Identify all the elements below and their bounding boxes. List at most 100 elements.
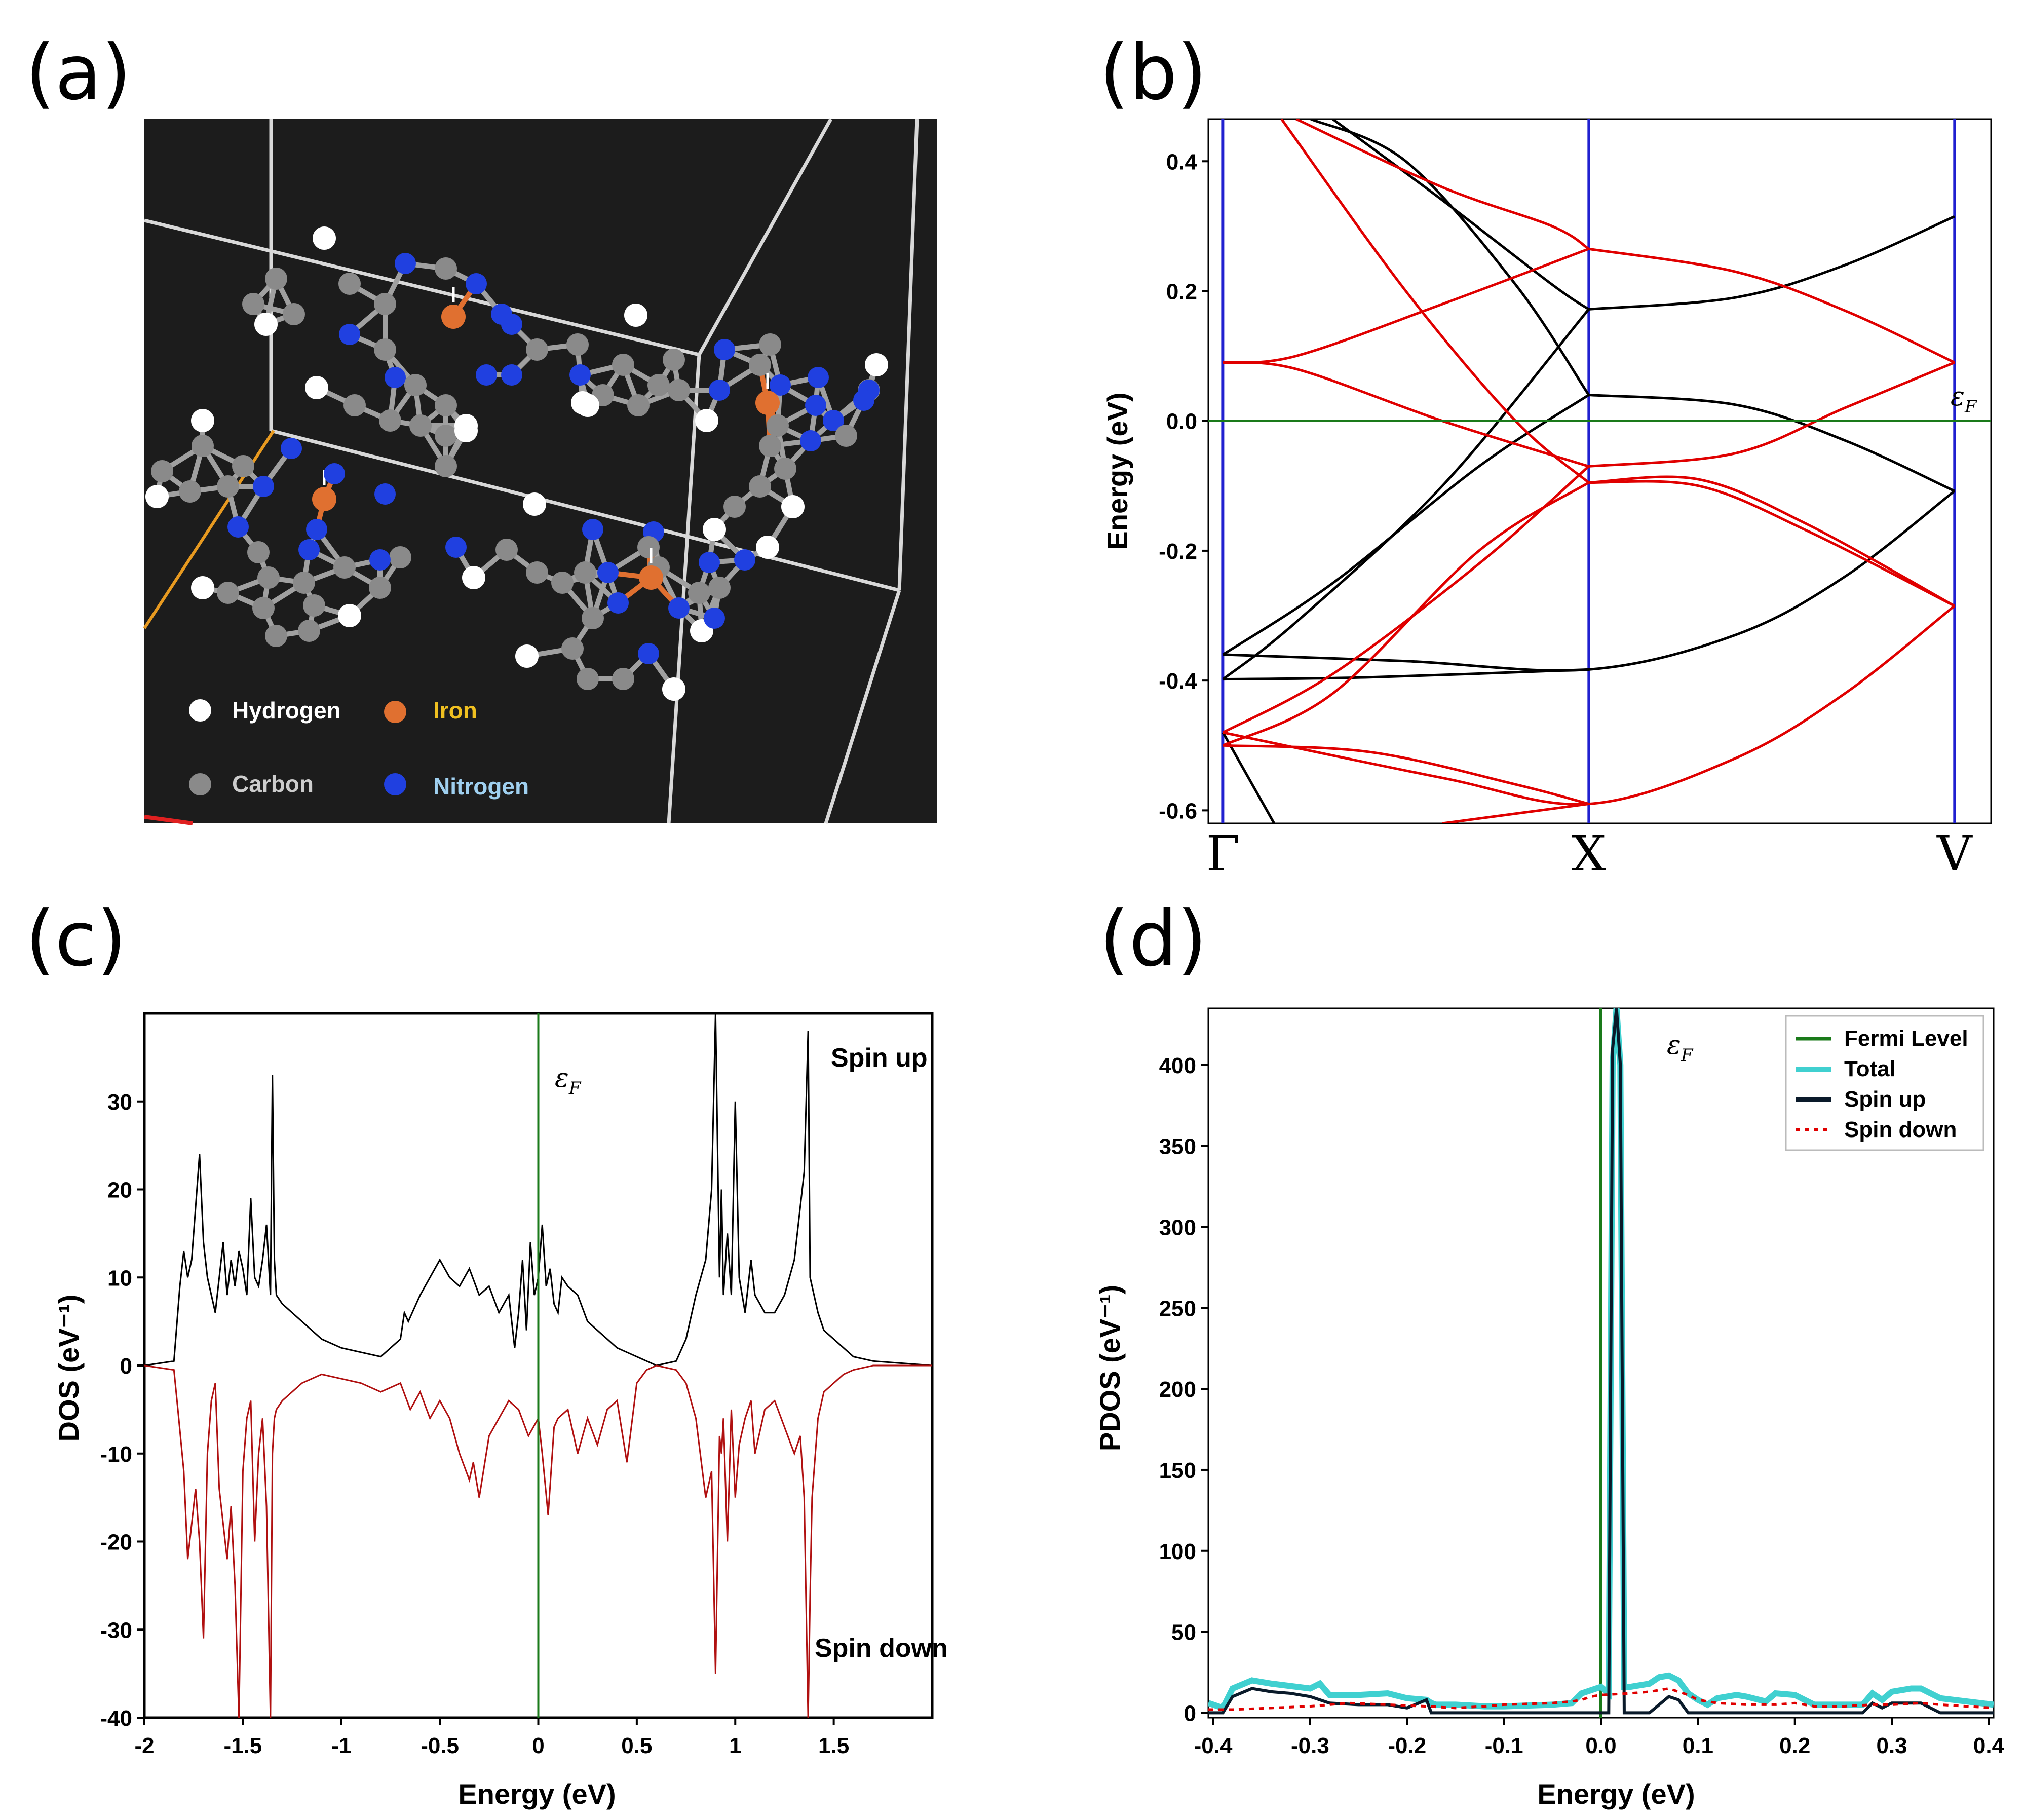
carbon-atom [409, 414, 432, 437]
nitrogen-atom [395, 253, 416, 274]
carbon-atom [338, 273, 361, 295]
band-spin-down [1588, 361, 1955, 468]
carbon-atom [252, 597, 275, 619]
nitrogen-legend-label: Nitrogen [433, 773, 529, 800]
pdos-chart: -0.4 -0.3 -0.2 -0.1 0.0 0.1 0.2 0.3 0.4 0 50 100 150… [1094, 1007, 2005, 1810]
panel-label-c: (c) [25, 895, 127, 983]
carbon-atom [247, 541, 270, 563]
hydrogen-atom [624, 304, 647, 327]
y-tick-label: -40 [100, 1706, 132, 1731]
carbon-atom [404, 374, 427, 396]
nitrogen-atom [491, 304, 512, 325]
x-tick-label: 0.0 [1585, 1733, 1616, 1758]
legend-spin-up-label: Spin up [1844, 1087, 1926, 1112]
panel-label-b: (b) [1099, 29, 1207, 117]
carbon-atom [663, 349, 685, 371]
nitrogen-atom [476, 364, 497, 386]
carbon-atom [293, 572, 315, 594]
y-tick-label: 200 [1159, 1377, 1196, 1402]
panel-label-d: (d) [1099, 895, 1207, 983]
y-tick-label: 150 [1159, 1458, 1196, 1483]
band-spin-up [1331, 119, 1590, 311]
y-tick-label: 400 [1159, 1053, 1196, 1078]
chart-c-x-label: Energy (eV) [458, 1778, 616, 1810]
carbon-atom [283, 303, 305, 325]
carbon-atom [647, 374, 670, 396]
nitrogen-atom [445, 537, 467, 558]
y-tick-label: 50 [1171, 1620, 1196, 1645]
band-structure-chart: -0.6 -0.4 -0.2 0.0 0.2 0.4 Γ X V Energy (eV) εF [1101, 118, 1992, 882]
carbon-atom [526, 561, 548, 584]
band-spin-down [1588, 247, 1955, 364]
carbon-atom [551, 572, 574, 594]
y-tick-label: -0.4 [1159, 669, 1197, 694]
carbon-atom [561, 637, 584, 660]
x-tick-label: -1 [331, 1733, 351, 1758]
nitrogen-atom [374, 483, 396, 505]
band-spin-down [1280, 119, 1590, 484]
nitrogen-atom [339, 324, 360, 345]
y-tick-label: 10 [107, 1266, 132, 1291]
band-spin-down [1222, 465, 1590, 734]
chart-c-fermi-annotation: εF [555, 1063, 582, 1098]
carbon-atom [333, 556, 356, 579]
y-tick-label: 300 [1159, 1216, 1196, 1240]
carbon-legend-label: Carbon [232, 771, 314, 797]
carbon-atom [582, 607, 604, 629]
hydrogen-atom [305, 376, 328, 399]
iron-atom [755, 391, 780, 415]
carbon-atom [192, 435, 214, 457]
carbon-atom [612, 354, 634, 376]
carbon-atom [298, 620, 320, 642]
legend-spin-down-label: Spin down [1844, 1117, 1957, 1142]
hydrogen-atom [756, 536, 779, 559]
y-tick-label: -30 [100, 1618, 132, 1643]
band-spin-down [1223, 604, 1956, 806]
y-tick-label: 0.4 [1166, 149, 1198, 174]
hydrogen-atom [454, 419, 478, 442]
nitrogen-atom [808, 367, 829, 388]
y-tick-label: 350 [1159, 1134, 1196, 1159]
carbon-atom [688, 582, 710, 604]
y-tick-label: -0.6 [1159, 799, 1197, 823]
hydrogen-atom [145, 485, 169, 508]
x-tick-label: 0.3 [1876, 1733, 1907, 1758]
nitrogen-atom [607, 592, 629, 614]
dos-spin-up-line [144, 1013, 933, 1367]
nitrogen-atom [385, 367, 406, 388]
band-spin-down [1223, 247, 1589, 364]
iron-atom [441, 305, 466, 329]
hydrogen-atom [462, 566, 485, 589]
hydrogen-atom [571, 391, 594, 414]
carbon-atom [612, 668, 634, 690]
nitrogen-atom [298, 539, 320, 560]
nitrogen-atom [306, 519, 327, 540]
carbon-atom [749, 354, 771, 376]
carbon-atom [435, 394, 457, 416]
iron-legend-label: Iron [433, 697, 477, 724]
band-spin-down [1588, 480, 1955, 608]
carbon-atom [668, 379, 690, 401]
hydrogen-atom [338, 604, 361, 627]
nitrogen-atom [800, 430, 821, 451]
y-tick-label: -0.2 [1159, 539, 1197, 564]
x-tick-label: 0.4 [1973, 1733, 2005, 1758]
hydrogen-atom [703, 518, 726, 541]
carbon-atom [708, 577, 731, 599]
band-spin-up [1223, 668, 1589, 681]
chart-c-spin-up-annotation: Spin up [831, 1043, 928, 1073]
nitrogen-atom [281, 438, 302, 459]
pdos-spin-down-line [1208, 1687, 1994, 1711]
chart-b-fermi-annotation: εF [1951, 382, 1977, 417]
dos-chart: -2 -1.5 -1 -0.5 0 0.5 1 1.5-40-30-20-100102030 … [53, 1012, 948, 1810]
y-tick-label: 0 [120, 1354, 132, 1379]
band-spin-up [1588, 215, 1955, 311]
carbon-atom [217, 582, 239, 604]
molecule-panel: Hydrogen Iron Carbon Nitrogen [143, 118, 937, 825]
carbon-atom [759, 333, 781, 356]
legend-total-label: Total [1844, 1056, 1896, 1081]
y-tick-label: -10 [100, 1442, 132, 1467]
carbon-atom [774, 458, 796, 480]
band-spin-up [1223, 490, 1956, 672]
